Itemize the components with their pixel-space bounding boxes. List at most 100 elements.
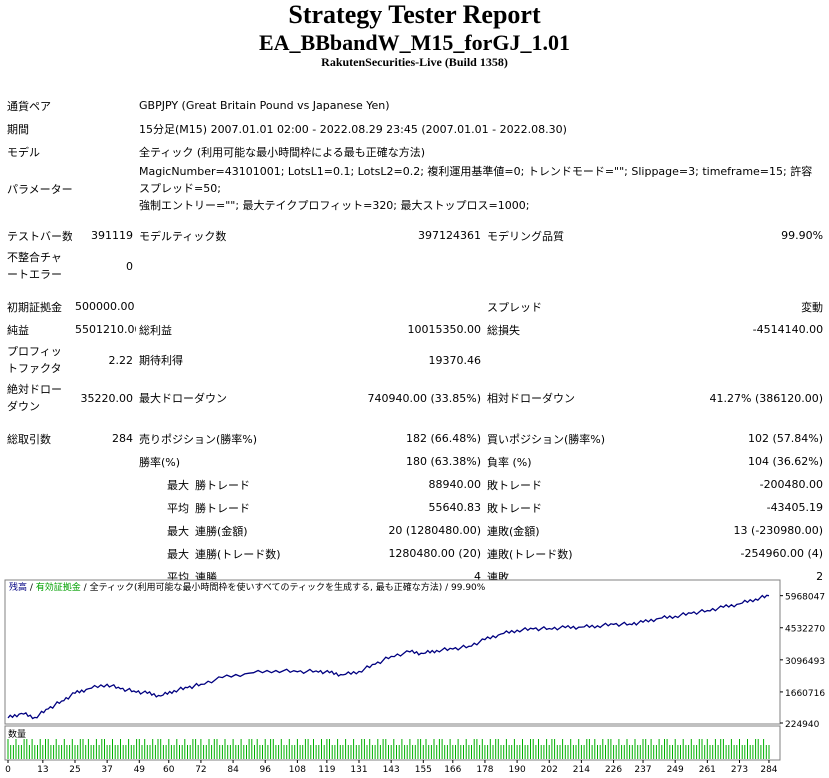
- x-tick-label: 25: [69, 765, 80, 775]
- avg-prefix: 平均: [167, 501, 189, 515]
- row-cons-money: 最大 連勝(金額) 20 (1280480.00) 連敗(金額) 13 (-23…: [4, 519, 826, 542]
- row-net: 純益 5501210.00 総利益 10015350.00 総損失 -45141…: [4, 318, 826, 341]
- x-tick-label: 190: [509, 765, 526, 775]
- abs-dd-label: 絶対ドローダウン: [7, 383, 62, 413]
- max-prefix: 最大: [167, 547, 189, 561]
- loss-value: 104 (36.62%): [748, 455, 824, 468]
- cons-profit-value: 1280480.00 (20): [388, 547, 481, 560]
- gross-loss-value: -4514140.00: [752, 323, 824, 336]
- max-prefix: 最大: [167, 524, 189, 538]
- balance-series-line: [7, 594, 770, 720]
- payoff-value: 19370.46: [428, 353, 482, 367]
- max-prefix: 最大: [167, 478, 189, 492]
- payoff-label: 期待利得: [139, 354, 183, 367]
- short-label: 売りポジション(勝率%): [139, 432, 258, 446]
- row-average: 平均 勝トレード 55640.83 敗トレード -43405.19: [4, 496, 826, 519]
- x-tick-label: 131: [350, 765, 367, 775]
- x-tick-label: 237: [634, 765, 651, 775]
- period-value: 15分足(M15) 2007.01.01 02:00 - 2022.08.29 …: [139, 122, 567, 136]
- params-value: MagicNumber=43101001; LotsL1=0.1; LotsL2…: [136, 163, 826, 214]
- gross-profit-value: 10015350.00: [407, 323, 481, 336]
- gross-profit-label: 総利益: [139, 323, 172, 337]
- rel-dd-label: 相対ドローダウン: [487, 392, 575, 405]
- gross-loss-label: 総損失: [487, 323, 520, 337]
- x-tick-label: 108: [289, 765, 306, 775]
- largest-loss-value: -200480.00: [759, 478, 824, 491]
- win-label: 勝率(%): [139, 455, 181, 469]
- row-mismatch: 不整合チャートエラー 0: [4, 247, 826, 285]
- x-tick-label: 226: [605, 765, 622, 775]
- net-label: 純益: [7, 323, 29, 337]
- cons-wins-money-value: 20 (1280480.00): [388, 524, 481, 537]
- row-winrate: 勝率(%) 180 (63.38%) 負率 (%) 104 (36.62%): [4, 450, 826, 473]
- cons-losses-money-label: 連敗(金額): [487, 524, 540, 538]
- bars-label: テストバー数: [7, 229, 72, 243]
- abs-dd-value: 35220.00: [80, 391, 134, 405]
- long-value: 102 (57.84%): [748, 432, 824, 445]
- x-tick-label: 49: [134, 765, 146, 775]
- x-tick-label: 84: [227, 765, 239, 775]
- row-deposit: 初期証拠金 500000.00 スプレッド 変動: [4, 295, 826, 318]
- ticks-label: モデルティック数: [139, 229, 227, 243]
- symbol-value: GBPJPY (Great Britain Pound vs Japanese …: [139, 99, 390, 112]
- row-params: パラメーター MagicNumber=43101001; LotsL1=0.1;…: [4, 163, 826, 214]
- cons-loss-value: -254960.00 (4): [740, 547, 824, 560]
- x-tick-label: 273: [731, 765, 748, 775]
- long-label: 買いポジション(勝率%): [487, 432, 606, 446]
- max-dd-label: 最大ドローダウン: [139, 392, 227, 405]
- report-title: Strategy Tester Report: [288, 0, 541, 29]
- largest-profit-value: 88940.00: [428, 478, 482, 491]
- cons-wins-money-label: 連勝(金額): [195, 524, 248, 538]
- avg-wins-value: 4: [474, 570, 481, 583]
- x-tick-label: 214: [573, 765, 590, 775]
- mismatch-value: 0: [126, 259, 133, 273]
- win-value: 180 (63.38%): [405, 455, 481, 468]
- x-tick-label: 119: [318, 765, 335, 775]
- avg-losses-value: 2: [816, 570, 824, 583]
- model-label: モデル: [7, 145, 40, 159]
- y-tick-label: 1660716: [785, 689, 825, 699]
- legend-balance: 残高: [9, 581, 27, 593]
- bars-value: 391119: [91, 229, 133, 242]
- spread-label: スプレッド: [487, 300, 542, 314]
- x-tick-label: 96: [259, 765, 271, 775]
- row-model: モデル 全ティック (利用可能な最小時間枠による最も正確な方法): [4, 140, 826, 163]
- cons-profit-label: 連勝(トレード数): [195, 547, 281, 561]
- row-bars: テストバー数 391119 モデルティック数 397124361 モデリング品質…: [4, 224, 826, 247]
- row-symbol: 通貨ペア GBPJPY (Great Britain Pound vs Japa…: [4, 94, 826, 117]
- server-build: RakutenSecurities-Live (Build 1358): [321, 55, 508, 69]
- quality-label: モデリング品質: [487, 229, 564, 243]
- trades-value: 284: [112, 432, 133, 445]
- row-cons-count: 最大 連勝(トレード数) 1280480.00 (20) 連敗(トレード数) -…: [4, 542, 826, 565]
- pf-label: プロフィットファクタ: [7, 345, 62, 375]
- max-dd-value: 740940.00 (33.85%): [367, 391, 481, 405]
- cons-loss-label: 連敗(トレード数): [487, 547, 573, 561]
- row-drawdown: 絶対ドローダウン 35220.00 最大ドローダウン 740940.00 (33…: [4, 379, 826, 417]
- avg-loss-value: -43405.19: [766, 501, 824, 514]
- avg-profit-value: 55640.83: [428, 501, 482, 514]
- ticks-value: 397124361: [418, 229, 481, 242]
- y-tick-label: 3096493: [785, 657, 825, 667]
- x-tick-label: 261: [699, 765, 716, 775]
- pf-value: 2.22: [108, 353, 134, 367]
- x-tick-label: 37: [101, 765, 112, 775]
- x-tick-label: 202: [541, 765, 558, 775]
- y-tick-label: 4532270: [785, 625, 825, 635]
- period-label: 期間: [7, 122, 29, 136]
- cons-losses-money-value: 13 (-230980.00): [733, 524, 824, 537]
- largest-loss-label: 敗トレード: [487, 478, 542, 492]
- deposit-label: 初期証拠金: [7, 300, 62, 314]
- quality-value: 99.90%: [781, 229, 824, 242]
- symbol-label: 通貨ペア: [7, 99, 51, 113]
- params-line-1: MagicNumber=43101001; LotsL1=0.1; LotsL2…: [139, 165, 813, 195]
- x-tick-label: 166: [444, 765, 461, 775]
- params-label: パラメーター: [7, 182, 72, 196]
- x-tick-label: 60: [163, 765, 175, 775]
- report-table: 通貨ペア GBPJPY (Great Britain Pound vs Japa…: [4, 94, 826, 588]
- spread-value: 変動: [801, 300, 824, 314]
- params-line-2: 強制エントリー=""; 最大テイクプロフィット=320; 最大ストップロス=10…: [139, 199, 530, 212]
- legend-equity: 有効証拠金: [36, 581, 81, 593]
- trades-label: 総取引数: [7, 432, 51, 446]
- expert-name: EA_BBbandW_M15_forGJ_1.01: [258, 30, 571, 55]
- balance-chart: 残高 / 有効証拠金 / 全ティック(利用可能な最小時間枠を使いすべてのティック…: [4, 579, 825, 775]
